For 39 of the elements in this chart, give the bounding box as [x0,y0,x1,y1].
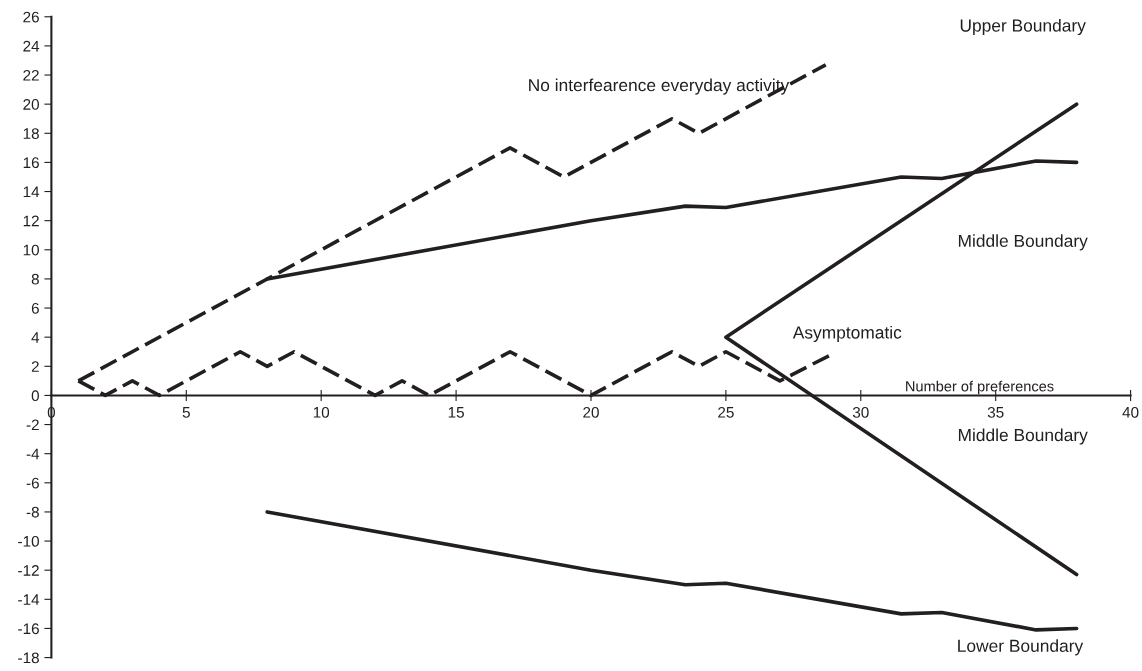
y-tick-label: 26 [23,11,39,23]
x-tick-label: 25 [718,406,734,418]
y-tick-label: -4 [26,448,40,460]
annotation: Asymptomatic [792,325,902,343]
y-tick-label: -2 [26,419,39,431]
annotation: No interfearence everyday activity [529,78,790,95]
y-tick-label: 22 [23,69,39,81]
x-tick-label: 35 [987,406,1004,418]
y-tick-label: -8 [26,506,39,518]
y-tick-label: 2 [31,361,39,372]
x-axis-title: Number of preferences [906,380,1054,395]
x-tick-label: 40 [1122,406,1139,418]
y-tick-label: 20 [23,99,39,110]
y-tick-label: 12 [23,215,39,227]
x-tick-label: 15 [448,407,464,418]
annotation: Middle Boundary [958,234,1088,251]
y-tick-label: 0 [31,390,39,402]
annotation: Upper Boundary [960,18,1086,36]
line-series [265,510,1079,632]
y-tick-label: -18 [18,652,39,664]
y-tick-label: 16 [23,157,39,169]
y-tick-label: -14 [18,594,40,605]
annotation: Lower Boundary [958,639,1084,656]
y-tick-label: 14 [23,186,40,198]
y-tick-label: 24 [23,40,40,52]
x-tick-label: 10 [313,406,330,418]
y-tick-label: 4 [31,332,40,343]
y-tick-label: 18 [23,128,39,139]
y-tick-label: 6 [31,302,39,314]
y-tick-label: -16 [18,623,39,635]
y-tick-label: 8 [31,273,39,285]
y-tick-label: -6 [26,477,39,489]
x-tick-label: 30 [852,406,869,418]
y-tick-label: 10 [23,244,39,256]
y-tick-label: -10 [18,535,39,547]
x-tick-label: 5 [182,407,190,418]
annotation: Middle Boundary [958,428,1088,445]
y-tick-label: -12 [18,565,39,576]
x-tick-label: 20 [583,406,599,418]
